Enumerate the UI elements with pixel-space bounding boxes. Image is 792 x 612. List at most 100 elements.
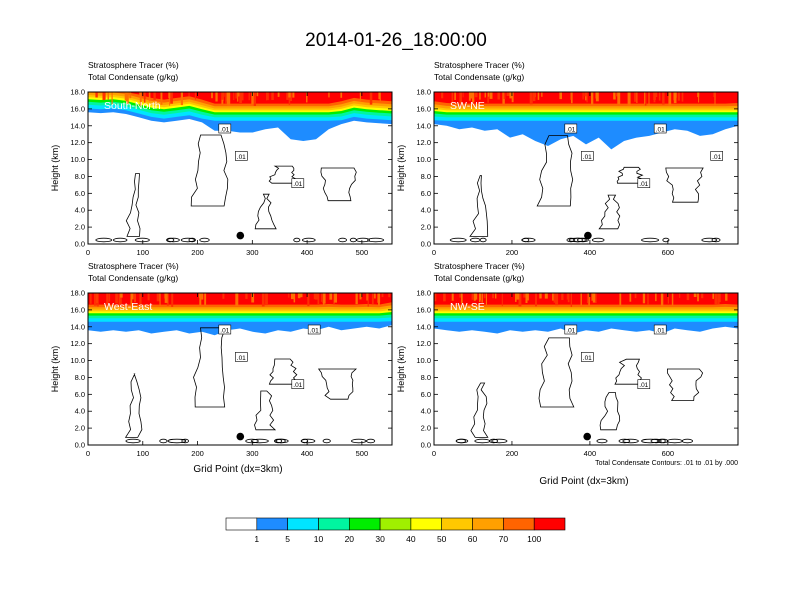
tracer-streak — [261, 293, 265, 307]
tracer-streak — [199, 293, 202, 306]
contour-cell — [538, 337, 575, 408]
tracer-streak — [713, 92, 715, 97]
panel-title-line1: Stratosphere Tracer (%) — [434, 60, 525, 70]
tracer-streak — [667, 293, 669, 304]
y-tick-label: 18.0 — [416, 88, 431, 97]
y-tick-label: 16.0 — [416, 104, 431, 113]
x-tick-label: 0 — [432, 248, 436, 257]
tracer-streak — [367, 293, 369, 307]
x-tick-label: 500 — [356, 248, 369, 257]
tracer-streak — [211, 92, 213, 99]
y-tick-label: 16.0 — [416, 305, 431, 314]
tracer-streak — [539, 293, 542, 299]
tracer-streak — [662, 92, 665, 105]
tracer-streak — [111, 92, 113, 105]
tracer-streak — [451, 293, 454, 301]
tracer-streak — [471, 293, 474, 300]
contour-cell — [124, 373, 143, 438]
tracer-streak — [462, 92, 464, 98]
contour-surface — [166, 237, 180, 243]
x-axis-label: Grid Point (dx=3km) — [539, 476, 628, 487]
y-tick-label: 8.0 — [421, 172, 431, 181]
tracer-streak — [251, 293, 255, 303]
panel-title-line1: Stratosphere Tracer (%) — [88, 60, 179, 70]
tracer-streak — [529, 92, 533, 105]
tracer-streak — [159, 293, 161, 307]
tracer-streak — [378, 92, 381, 100]
tracer-streak — [718, 293, 721, 303]
contour-cell — [598, 194, 621, 230]
tracer-streak — [561, 293, 564, 300]
tracer-streak — [328, 92, 330, 98]
tracer-streak — [369, 92, 373, 105]
y-tick-label: 12.0 — [416, 138, 431, 147]
y-tick-label: 4.0 — [421, 206, 431, 215]
tracer-streak — [201, 293, 204, 300]
contour-label-box — [564, 123, 578, 134]
x-tick-label: 300 — [246, 449, 259, 458]
tracer-streak — [537, 92, 540, 100]
y-tick-label: 2.0 — [75, 223, 85, 232]
colorbar: 1 5 10 20 30 40 50 60 70 100 — [225, 517, 566, 544]
tracer-streak — [492, 293, 495, 299]
tracer-streak — [668, 92, 672, 106]
contour-surface — [181, 438, 190, 444]
contour-surface — [159, 438, 168, 444]
contour-label: .01 — [310, 328, 319, 335]
contour-label-box — [710, 151, 724, 161]
tracer-streak — [619, 293, 622, 306]
panel-label: NW-SE — [450, 301, 485, 313]
tracer-streak — [671, 293, 674, 306]
tracer-streak — [580, 293, 582, 306]
y-tick-label: 6.0 — [421, 390, 431, 399]
contour-surface — [275, 438, 286, 444]
tracer-streak — [96, 293, 98, 304]
tracer-streak — [106, 293, 109, 306]
contour-surface — [662, 237, 670, 243]
tracer-streak — [535, 293, 537, 307]
tracer-streak — [501, 293, 503, 307]
contour-surface — [566, 237, 576, 243]
tracer-streak — [238, 92, 240, 97]
tracer-streak — [584, 92, 587, 97]
tracer-streak — [108, 293, 111, 302]
x-tick-label: 0 — [432, 449, 436, 458]
y-tick-label: 2.0 — [421, 424, 431, 433]
tracer-streak — [164, 293, 168, 303]
contour-label-box — [291, 379, 305, 390]
contour-cell — [599, 392, 621, 431]
tracer-streak — [698, 92, 700, 103]
tracer-streak — [225, 92, 227, 104]
y-axis-label: Height (km) — [50, 145, 60, 192]
contour-label-box — [580, 352, 594, 362]
tracer-streak — [333, 293, 335, 305]
colorbar-label: 20 — [345, 534, 355, 544]
tracer-streak — [566, 293, 568, 300]
contour-surface — [188, 237, 196, 243]
tracer-streak — [245, 293, 248, 299]
panel-3: .01 .01 .01 .01 West-East Stratosphere Tracer… — [50, 261, 393, 475]
y-axis-label: Height (km) — [396, 346, 406, 393]
contour-label: .01 — [583, 154, 592, 161]
tracer-streak — [613, 92, 616, 100]
colorbar-swatch — [287, 517, 319, 531]
contour-surface — [338, 237, 348, 243]
tracer-streak — [634, 293, 637, 299]
contour-surface — [355, 237, 370, 243]
y-tick-label: 14.0 — [416, 322, 431, 331]
tracer-streak — [714, 293, 718, 305]
colorbar-swatch — [503, 517, 535, 531]
panel-title-line2: Total Condensate (g/kg) — [434, 72, 524, 82]
y-tick-label: 0.0 — [75, 240, 85, 249]
x-axis-label: Grid Point (dx=3km) — [193, 464, 282, 475]
y-tick-label: 2.0 — [421, 223, 431, 232]
panel-title-line2: Total Condensate (g/kg) — [88, 72, 178, 82]
contour-cell — [268, 358, 298, 385]
condensate-contours — [449, 135, 721, 243]
contour-surface — [521, 237, 536, 243]
x-tick-label: 400 — [584, 449, 597, 458]
tracer-streak — [570, 293, 572, 307]
tracer-streak — [553, 293, 556, 303]
tracer-streak — [595, 92, 598, 99]
contour-label-box — [291, 178, 305, 188]
